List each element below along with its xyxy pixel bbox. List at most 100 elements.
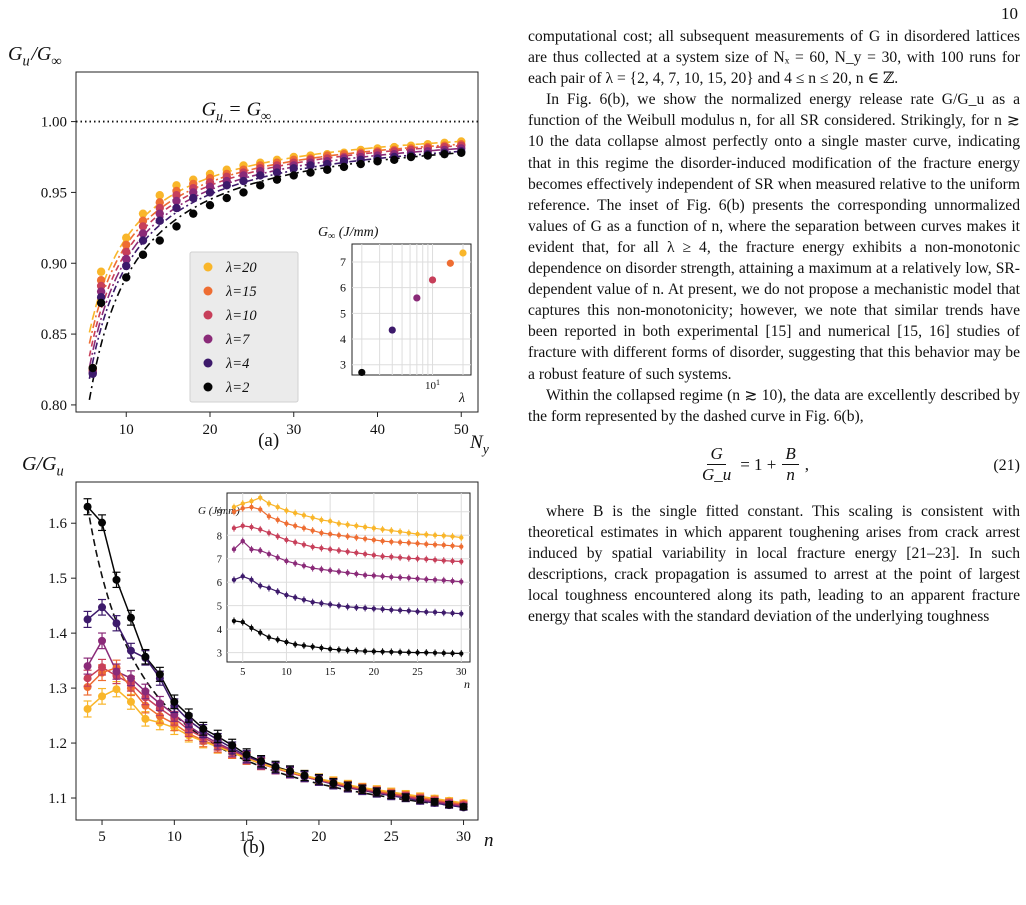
inset-b-point [397, 608, 403, 613]
y-tick-label-a: 0.90 [41, 256, 67, 272]
inset-b-point [397, 649, 403, 655]
data-point-a [256, 171, 265, 180]
inset-b-point [284, 521, 289, 526]
inset-b-point [336, 603, 342, 608]
data-point-a [122, 254, 131, 264]
data-point-a [155, 236, 164, 245]
data-point-b [387, 790, 396, 799]
inset-b-point [406, 556, 412, 561]
inset-b-point [406, 608, 412, 614]
inset-b-point [240, 523, 245, 529]
inset-b-point [345, 570, 350, 576]
data-point-a [189, 193, 198, 203]
x-tick-label-b: 25 [384, 829, 399, 845]
data-point-b [372, 787, 381, 796]
y-tick-label-b: 1.5 [48, 571, 67, 587]
data-point-b [286, 767, 295, 776]
inset-b-point [327, 568, 333, 573]
inset-b-point [415, 576, 420, 581]
inset-b-point [345, 534, 350, 539]
inset-b-point [380, 527, 385, 532]
data-point-a [138, 236, 148, 245]
y-axis-label-a: Gu /G∞ [8, 43, 63, 70]
inset-b-point [371, 553, 377, 558]
inset-b-point [354, 571, 359, 577]
data-point-b [459, 802, 468, 811]
inset-b-point [310, 599, 315, 605]
inset-b-point [231, 504, 237, 510]
inset-b-point [301, 542, 307, 547]
legend-marker [203, 286, 213, 296]
legend-marker [203, 262, 213, 272]
inset-b-point [258, 548, 263, 553]
inset-b-point [258, 527, 263, 532]
inset-b-point [380, 554, 385, 559]
inset-b-point [362, 551, 368, 557]
x-tick-label-a: 10 [119, 422, 134, 438]
data-point-b [155, 699, 164, 708]
data-point-a [373, 157, 382, 166]
inset-b-point [231, 618, 237, 624]
inset-b-point [397, 575, 403, 580]
inset-b-point [389, 554, 394, 560]
plot-a-frame [75, 71, 479, 413]
inset-b-x-tick-label: 30 [456, 667, 467, 678]
data-point-a [306, 168, 315, 177]
data-point-a [256, 181, 265, 190]
data-point-b [141, 714, 150, 723]
data-point-b [228, 741, 237, 750]
inset-b-point [275, 517, 280, 523]
inset-b-point [432, 542, 438, 547]
inset-b-point [231, 547, 237, 552]
legend-label: λ=15 [225, 284, 257, 300]
data-point-a [390, 155, 399, 165]
inset-b-point [240, 538, 245, 544]
data-point-b [358, 785, 367, 794]
x-tick-label-a: 30 [286, 422, 301, 438]
inset-b-x-tick-label: 10 [281, 667, 292, 678]
data-point-a [155, 216, 164, 225]
inset-b-point [354, 535, 359, 540]
eq-lhs-denominator: G_u [701, 465, 732, 485]
inset-b-point [362, 605, 368, 611]
inset-b-point [441, 542, 446, 548]
data-point-b [141, 701, 150, 710]
inset-b-point [284, 558, 289, 564]
inset-b-point [424, 541, 429, 547]
inset-b-point [362, 536, 368, 541]
inset-b-point [336, 569, 342, 574]
legend-label: λ=10 [225, 308, 257, 324]
data-point-a [189, 209, 198, 218]
data-point-b [242, 750, 251, 759]
data-point-b [112, 667, 121, 676]
inset-b-point [266, 530, 272, 536]
inset-b-point [319, 567, 324, 572]
data-point-b [257, 757, 266, 766]
data-point-b [126, 697, 135, 706]
inset-b-point [310, 644, 315, 649]
data-point-a [172, 196, 181, 206]
inset-b-point [284, 508, 289, 513]
data-point-b [343, 782, 352, 791]
inset-b-point [380, 649, 385, 654]
inset-b-point [459, 544, 464, 549]
data-point-a [96, 298, 106, 308]
data-point-b [445, 800, 454, 809]
legend-label: λ=2 [225, 380, 249, 396]
inset-b-point [450, 558, 455, 564]
inset-a-point [446, 259, 454, 267]
inset-b-point [310, 565, 315, 571]
data-point-a [138, 229, 148, 238]
inset-b-point [371, 537, 377, 543]
inset-b-point [354, 523, 359, 529]
inset-b-point [406, 575, 412, 581]
data-point-b [83, 662, 92, 671]
inset-b-point [319, 645, 324, 651]
inset-b-point [371, 606, 377, 611]
inset-b-point [397, 540, 403, 545]
inset-b-point [319, 601, 324, 606]
data-point-a [122, 240, 131, 250]
inset-b-point [354, 550, 359, 556]
inset-b-point [266, 635, 272, 640]
inset-b-point [415, 531, 420, 537]
